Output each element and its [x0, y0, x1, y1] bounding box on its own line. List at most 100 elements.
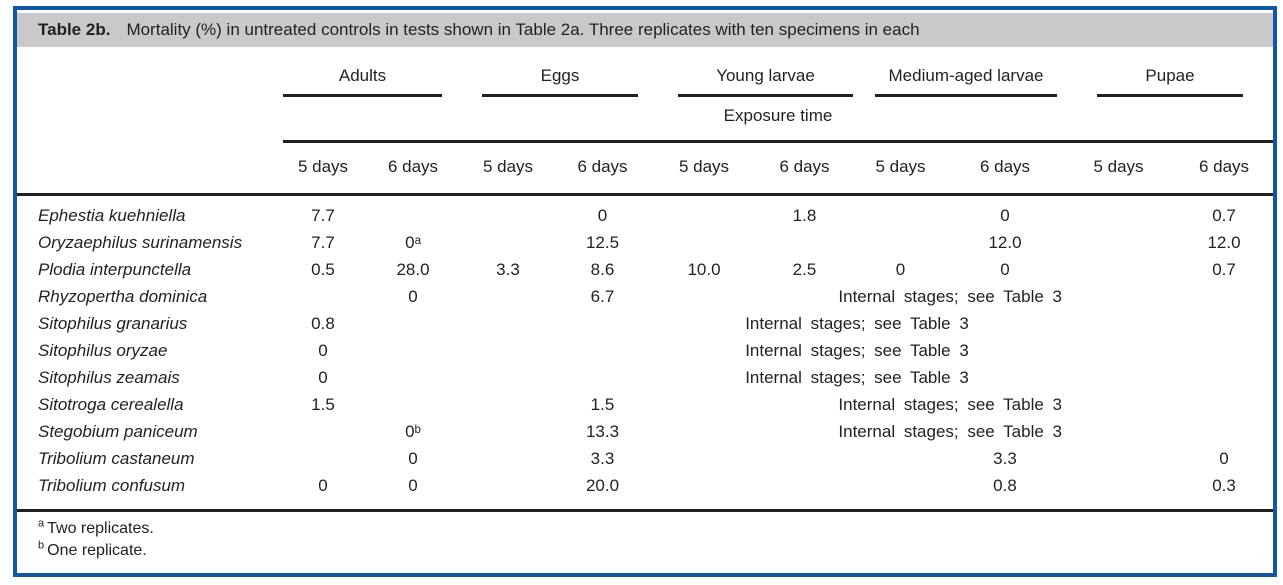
cell-adults-6d — [363, 337, 463, 364]
cell-eggs-6d — [553, 337, 652, 364]
cell-adults-5d: 1.5 — [311, 395, 335, 414]
cell-adults-5d: 0 — [318, 368, 328, 387]
cell-eggs-5d — [463, 283, 553, 310]
group-label: Adults — [283, 55, 442, 97]
table-row: Sitophilus oryzae 0 Internal stages; see… — [17, 337, 1273, 364]
cell-medium-6d: 0 — [1000, 260, 1010, 279]
species-name: Sitotroga cerealella — [38, 395, 184, 414]
footnotes: a Two replicates. b One replicate. — [17, 512, 1273, 562]
species-name: Sitophilus granarius — [38, 314, 188, 333]
cell-young-6d: 2.5 — [792, 260, 817, 279]
cell-young-6d — [756, 229, 853, 256]
cell-pupae-5d — [1062, 195, 1175, 230]
group-label: Eggs — [482, 55, 638, 97]
cell-medium-6d: 12.0 — [988, 233, 1022, 252]
internal-stages-note: Internal stages; see Table 3 — [838, 395, 1062, 414]
cell-young-5d — [652, 472, 756, 509]
cell-adults-6d: 28.0 — [396, 260, 430, 279]
footnote-marker: a — [38, 517, 45, 530]
cell-eggs-6d — [553, 364, 652, 391]
table-row: Ephestia kuehniella 7.7 0 1.8 0 0.7 — [17, 195, 1273, 230]
table-row: Rhyzopertha dominica 0 6.7 Internal stag… — [17, 283, 1273, 310]
cell-eggs-5d — [463, 391, 553, 418]
cell-eggs-6d: 3.3 — [590, 449, 615, 468]
cell-young-6d — [756, 472, 853, 509]
cell-adults-5d — [283, 418, 363, 445]
species-name: Plodia interpunctella — [38, 260, 192, 279]
species-column-spacer — [17, 143, 283, 196]
cell-young-5d — [652, 445, 756, 472]
cell-pupae-6d: 12.0 — [1207, 233, 1241, 252]
table-row: Tribolium castaneum 0 3.3 3.3 0 — [17, 445, 1273, 472]
internal-stages-note: Internal stages; see Table 3 — [838, 422, 1062, 441]
group-label: Young larvae — [678, 55, 853, 97]
cell-adults-6d: 0 — [408, 476, 418, 495]
day-header-pupae-5d: 5 days — [1062, 143, 1175, 196]
cell-adults-5d: 0 — [318, 341, 328, 360]
day-header-adults-5d: 5 days — [283, 143, 363, 196]
cell-eggs-5d — [463, 472, 553, 509]
internal-stages-note: Internal stages; see Table 3 — [745, 341, 969, 360]
table-frame: Table 2b. Mortality (%) in untreated cont… — [13, 6, 1277, 577]
cell-pupae-6d — [1175, 364, 1273, 391]
cell-pupae-6d — [1175, 283, 1273, 310]
cell-eggs-5d — [463, 364, 553, 391]
cell-adults-6d: 0ᵇ — [405, 422, 421, 441]
exposure-header-cell: Exposure time — [283, 97, 1273, 143]
day-header-eggs-6d: 6 days — [553, 143, 652, 196]
species-name: Ephestia kuehniella — [38, 206, 186, 225]
cell-medium-6d: 3.3 — [993, 449, 1017, 468]
cell-medium-5d — [853, 195, 948, 230]
cell-adults-6d — [363, 195, 463, 230]
table-row: Oryzaephilus surinamensis 7.7 0ᵃ 12.5 12… — [17, 229, 1273, 256]
cell-pupae-5d — [1062, 445, 1175, 472]
cell-pupae-5d — [1062, 256, 1175, 283]
mortality-table: Adults Eggs Young larvae Medium-aged lar… — [17, 55, 1273, 509]
cell-medium-5d: 0 — [895, 260, 906, 279]
day-header-young-6d: 6 days — [756, 143, 853, 196]
internal-stages-note: Internal stages; see Table 3 — [838, 287, 1062, 306]
footnote-text: One replicate. — [47, 542, 147, 559]
table-row: Tribolium confusum 0 0 20.0 0.8 0.3 — [17, 472, 1273, 509]
table-row: Sitotroga cerealella 1.5 1.5 Internal st… — [17, 391, 1273, 418]
footnote-text: Two replicates. — [47, 520, 154, 537]
cell-adults-5d — [283, 445, 363, 472]
group-header-young-larvae: Young larvae — [652, 55, 853, 97]
cell-eggs-5d — [463, 418, 553, 445]
cell-pupae-6d: 0.7 — [1212, 260, 1236, 279]
cell-pupae-5d — [1062, 337, 1175, 364]
footnote-marker: b — [38, 539, 45, 552]
day-header-medium-5d: 5 days — [853, 143, 948, 196]
cell-eggs-5d: 3.3 — [496, 260, 520, 279]
cell-adults-6d: 0ᵃ — [405, 233, 421, 252]
cell-pupae-6d: 0 — [1219, 449, 1229, 468]
cell-medium-5d — [853, 472, 948, 509]
cell-young-5d — [652, 229, 756, 256]
group-label: Medium-aged larvae — [875, 55, 1057, 97]
footnote-a: a Two replicates. — [38, 518, 1273, 540]
cell-adults-5d: 7.7 — [311, 233, 335, 252]
day-header-medium-6d: 6 days — [948, 143, 1062, 196]
cell-adults-6d — [363, 391, 463, 418]
cell-eggs-6d: 0 — [597, 206, 608, 225]
cell-medium-6d: 0.8 — [993, 476, 1017, 495]
cell-pupae-6d: 0.7 — [1212, 206, 1236, 225]
table-row: Stegobium paniceum 0ᵇ 13.3 Internal stag… — [17, 418, 1273, 445]
cell-eggs-6d: 1.5 — [590, 395, 615, 414]
species-column-spacer — [17, 97, 283, 143]
cell-adults-5d: 0.5 — [311, 260, 335, 279]
cell-eggs-6d: 20.0 — [585, 476, 620, 495]
group-label: Pupae — [1097, 55, 1244, 97]
cell-adults-5d: 0.8 — [311, 314, 335, 333]
cell-pupae-6d: 0.3 — [1212, 476, 1236, 495]
footnote-divider — [17, 509, 1273, 512]
group-header-row: Adults Eggs Young larvae Medium-aged lar… — [17, 55, 1273, 97]
cell-eggs-5d — [463, 195, 553, 230]
cell-adults-5d — [283, 283, 363, 310]
species-name: Tribolium confusum — [38, 476, 186, 495]
cell-eggs-6d: 8.6 — [590, 260, 615, 279]
cell-pupae-5d — [1062, 472, 1175, 509]
exposure-header-row: Exposure time — [17, 97, 1273, 143]
cell-adults-6d — [363, 364, 463, 391]
cell-eggs-6d: 13.3 — [585, 422, 620, 441]
